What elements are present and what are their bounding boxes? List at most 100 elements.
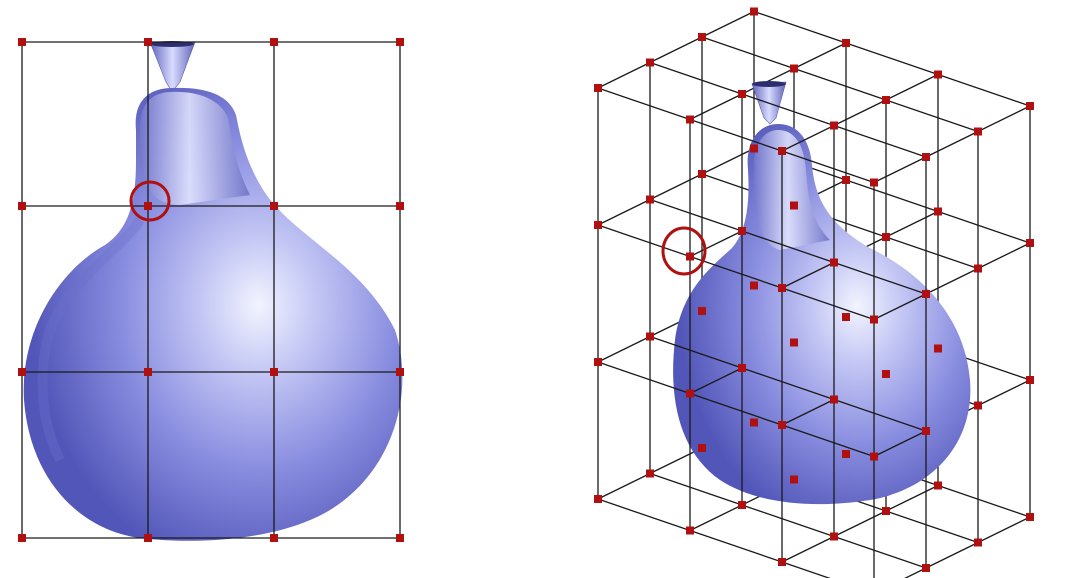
lattice-edge: [597, 61, 651, 89]
control-point: [790, 64, 798, 73]
control-point: [934, 207, 942, 216]
control-point: [646, 195, 654, 204]
control-point: [18, 202, 26, 210]
control-point: [830, 258, 838, 267]
control-point: [1026, 239, 1034, 247]
control-point: [790, 201, 798, 210]
lattice-edge: [649, 173, 703, 201]
control-point: [842, 313, 850, 321]
control-point: [922, 427, 930, 435]
lattice-edge: [597, 498, 691, 532]
lattice-edge: [689, 529, 783, 563]
lattice-edge: [741, 367, 835, 401]
lattice-edge: [833, 124, 927, 158]
lattice-edge: [781, 261, 835, 289]
control-point: [396, 38, 404, 46]
control-point: [778, 147, 786, 155]
left-highlight-ring: [129, 180, 171, 222]
control-point: [778, 421, 786, 429]
control-point: [922, 564, 930, 572]
lattice-edge: [833, 261, 927, 295]
control-point: [594, 495, 602, 503]
left-panel-front-view: [18, 38, 404, 542]
lattice-edge: [649, 447, 703, 475]
control-point: [974, 401, 982, 410]
lattice-edge: [925, 541, 979, 569]
lattice-edge: [597, 87, 691, 121]
control-point: [934, 70, 942, 79]
control-point: [144, 38, 152, 46]
lattice-edge: [977, 516, 1031, 544]
right-lattice-front-lines: [597, 61, 927, 578]
lattice-edge: [597, 335, 651, 363]
control-point: [922, 153, 930, 161]
control-point: [842, 450, 850, 458]
control-point: [698, 170, 706, 178]
lattice-edge: [925, 130, 979, 158]
control-point: [594, 84, 602, 92]
control-point: [698, 33, 706, 41]
lattice-edge: [793, 67, 887, 101]
lattice-edge: [845, 42, 939, 76]
lattice-edge: [701, 36, 795, 70]
control-point: [738, 227, 746, 235]
left-lattice-lines: [21, 41, 401, 539]
control-point: [144, 202, 152, 210]
control-point: [594, 358, 602, 366]
control-point: [270, 202, 278, 210]
lattice-edge: [649, 335, 743, 369]
control-point: [750, 7, 758, 16]
control-point: [396, 368, 404, 376]
lattice-edge: [873, 430, 927, 458]
lattice-edge: [649, 36, 703, 64]
control-point: [1026, 513, 1034, 521]
control-point: [646, 469, 654, 478]
control-point: [974, 264, 982, 273]
control-point: [842, 176, 850, 184]
control-point: [738, 364, 746, 372]
lattice-edge: [833, 535, 927, 569]
control-point: [738, 90, 746, 98]
control-point: [646, 332, 654, 341]
control-point: [750, 281, 758, 290]
lattice-edge: [781, 124, 835, 152]
control-point: [830, 395, 838, 404]
control-point: [686, 252, 694, 261]
control-point: [396, 202, 404, 210]
lattice-edge: [781, 287, 875, 321]
control-point: [922, 290, 930, 298]
control-point: [870, 452, 878, 461]
lattice-edge: [885, 99, 979, 133]
lattice-edge: [741, 504, 835, 538]
control-point: [778, 558, 786, 566]
lattice-edge: [977, 242, 1031, 270]
lattice-edge: [689, 367, 743, 395]
control-point: [870, 315, 878, 324]
lattice-edge: [689, 118, 783, 152]
control-point: [934, 344, 942, 353]
control-point: [698, 307, 706, 315]
lattice-edge: [781, 424, 875, 458]
lattice-edge: [781, 398, 835, 426]
lattice-edge: [597, 198, 651, 226]
lattice-edge: [649, 198, 743, 232]
lattice-edge: [885, 484, 939, 512]
lattice-edge: [781, 535, 835, 563]
control-point: [882, 96, 890, 104]
lattice-edge: [873, 156, 927, 184]
left-deformed-gourd: [23, 41, 403, 541]
lattice-edge: [885, 210, 939, 238]
control-point: [974, 538, 982, 547]
lattice-edge: [701, 10, 755, 38]
lattice-edge: [885, 73, 939, 101]
control-point: [738, 501, 746, 509]
control-point: [842, 39, 850, 47]
control-point: [18, 534, 26, 542]
lattice-edge: [977, 105, 1031, 133]
lattice-edge: [689, 504, 743, 532]
right-highlight-ring: [661, 226, 707, 276]
lattice-edge: [937, 484, 1031, 518]
control-point: [594, 221, 602, 229]
control-point: [270, 534, 278, 542]
